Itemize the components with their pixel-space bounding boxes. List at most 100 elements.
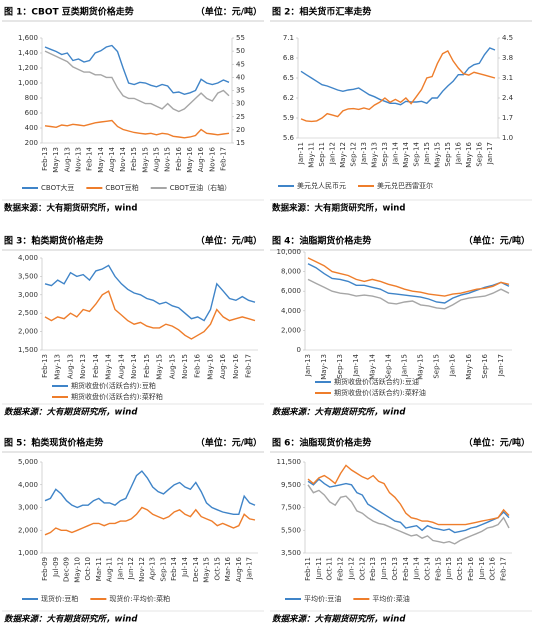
x-tick-label: May-15 — [433, 142, 441, 168]
x-tick-label: Jan-17 — [497, 354, 505, 377]
legend-label: 现货价:平均价:菜粕 — [109, 594, 170, 603]
x-tick-label: Jan-15 — [423, 142, 431, 165]
y-tick-label: 1,000 — [18, 79, 38, 87]
legend-label: 期货收盘价(活跃合约):菜籽粕 — [71, 392, 163, 401]
x-tick-label: Oct-11 — [326, 557, 334, 581]
y-tick-label: 3,500 — [18, 272, 38, 280]
legend-label: 美元兑巴西雷亚尔 — [377, 181, 433, 190]
y-tick-label: 2,000 — [18, 526, 38, 534]
y-tick-label: 5,000 — [18, 458, 38, 466]
x-tick-label: Nov-15 — [164, 147, 172, 172]
x-tick-label: Jan-14 — [391, 141, 399, 165]
x-tick-label: May-16 — [465, 141, 473, 167]
legend-label: CBOT豆粕 — [105, 183, 138, 192]
x-tick-label: Oct-15 — [456, 557, 464, 581]
x-tick-label: Feb-12 — [337, 557, 345, 581]
x-tick-label: Jan-16 — [454, 141, 462, 165]
x-tick-label: Nov-15 — [181, 354, 189, 379]
y-tick-label: 4,000 — [18, 481, 38, 489]
series-line — [44, 470, 256, 515]
x-tick-label: Jan-15 — [400, 354, 408, 377]
y2-tick-label: 2.4 — [502, 94, 514, 102]
x-tick-label: Feb-16 — [194, 353, 202, 377]
y-tick-label: 3,000 — [18, 291, 38, 299]
x-tick-label: Feb-14 — [402, 556, 410, 580]
x-tick-label: Jul-14 — [181, 556, 189, 577]
x-tick-label: Jan-16 — [449, 353, 457, 377]
x-tick-label: May-14 — [402, 141, 410, 167]
x-tick-label: Aug-16 — [235, 556, 243, 582]
y-tick-label: 1,200 — [18, 64, 38, 72]
x-tick-label: Feb-13 — [41, 147, 49, 171]
x-tick-label: Sep-13 — [381, 142, 389, 167]
x-tick-label: Nov-14 — [130, 353, 138, 378]
x-tick-label: May-15 — [417, 354, 425, 380]
x-tick-label: May-16 — [206, 353, 214, 379]
x-tick-label: Dec-09 — [63, 557, 71, 582]
chart-title: 图 5：粕类现货价格走势 — [4, 437, 103, 449]
x-tick-label: Jan-17 — [486, 142, 494, 165]
y2-tick-label: 45 — [236, 60, 245, 68]
chart-title: 图 4：油脂期货价格走势 — [272, 235, 371, 247]
y-tick-label: 6.8 — [283, 54, 294, 62]
source-note: 数据来源：大有期货研究所，wind — [4, 614, 138, 625]
y2-tick-label: 1.0 — [502, 134, 513, 142]
series-line — [44, 50, 230, 113]
x-tick-label: Sep-13 — [336, 354, 344, 379]
y2-tick-label: 50 — [236, 47, 245, 55]
x-tick-label: Feb-09 — [41, 557, 49, 581]
x-tick-label: Nov-13 — [79, 354, 87, 379]
x-tick-label: Feb-14 — [86, 146, 94, 170]
y-tick-label: 11,500 — [277, 458, 302, 466]
x-tick-label: Feb-15 — [434, 557, 442, 581]
x-tick-label: Nov-12 — [138, 557, 146, 582]
x-tick-label: Aug-15 — [168, 354, 176, 379]
x-tick-label: May-13 — [54, 354, 62, 380]
chart-title: 图 2：相关货币汇率走势 — [272, 6, 371, 18]
x-tick-label: Oct-12 — [358, 557, 366, 581]
y-tick-label: 7.1 — [283, 34, 294, 42]
x-tick-label: May-14 — [97, 146, 105, 172]
y-tick-label: 200 — [25, 139, 38, 147]
x-tick-label: Feb-15 — [130, 147, 138, 171]
y-tick-label: 0 — [297, 346, 301, 354]
x-tick-label: Sep-16 — [481, 353, 489, 378]
series-line — [307, 257, 510, 297]
x-tick-label: Jun-14 — [413, 556, 421, 580]
y-tick-label: 5.9 — [283, 114, 294, 122]
x-tick-label: Dec-14 — [192, 556, 200, 582]
y-tick-label: 1,600 — [18, 34, 38, 42]
y-tick-label: 10,000 — [277, 248, 302, 256]
legend-label: CBOT大豆 — [41, 183, 74, 192]
unit-label: （单位：元/吨） — [196, 235, 262, 247]
x-tick-label: Feb-16 — [175, 146, 183, 170]
source-note: 数据来源：大有期货研究所，wind — [272, 203, 405, 214]
series-line — [44, 119, 230, 139]
y-tick-label: 9,500 — [281, 481, 301, 489]
legend-label: 现货价:豆粕 — [41, 594, 78, 603]
x-tick-label: May-10 — [73, 557, 81, 583]
x-tick-label: Aug-14 — [108, 146, 116, 172]
x-tick-label: Jan-17 — [246, 557, 254, 580]
x-tick-label: Aug-13 — [63, 147, 71, 172]
x-tick-label: Nov-16 — [232, 353, 240, 378]
x-tick-label: May-12 — [339, 142, 347, 168]
y-tick-label: 5.6 — [283, 134, 295, 142]
x-tick-label: Jan-14 — [352, 353, 360, 377]
y-tick-label: 5,500 — [281, 526, 301, 534]
series-line — [307, 464, 510, 526]
x-tick-label: Feb-17 — [245, 354, 253, 378]
y-tick-label: 6,000 — [281, 287, 301, 295]
x-tick-label: Sep-14 — [384, 353, 392, 378]
x-tick-label: May-16 — [465, 353, 473, 379]
x-tick-label: May-15 — [203, 557, 211, 583]
source-note: 数据来源：大有期货研究所，wind — [4, 203, 137, 214]
x-tick-label: Oct-14 — [424, 556, 432, 580]
x-tick-label: Nov-16 — [208, 146, 216, 171]
y2-tick-label: 25 — [236, 113, 245, 121]
x-tick-label: Feb-11 — [304, 557, 312, 581]
y-tick-label: 800 — [25, 94, 38, 102]
unit-label: （单位：元/吨） — [196, 6, 262, 18]
chart-title: 图 6：油脂现货价格走势 — [272, 437, 371, 449]
